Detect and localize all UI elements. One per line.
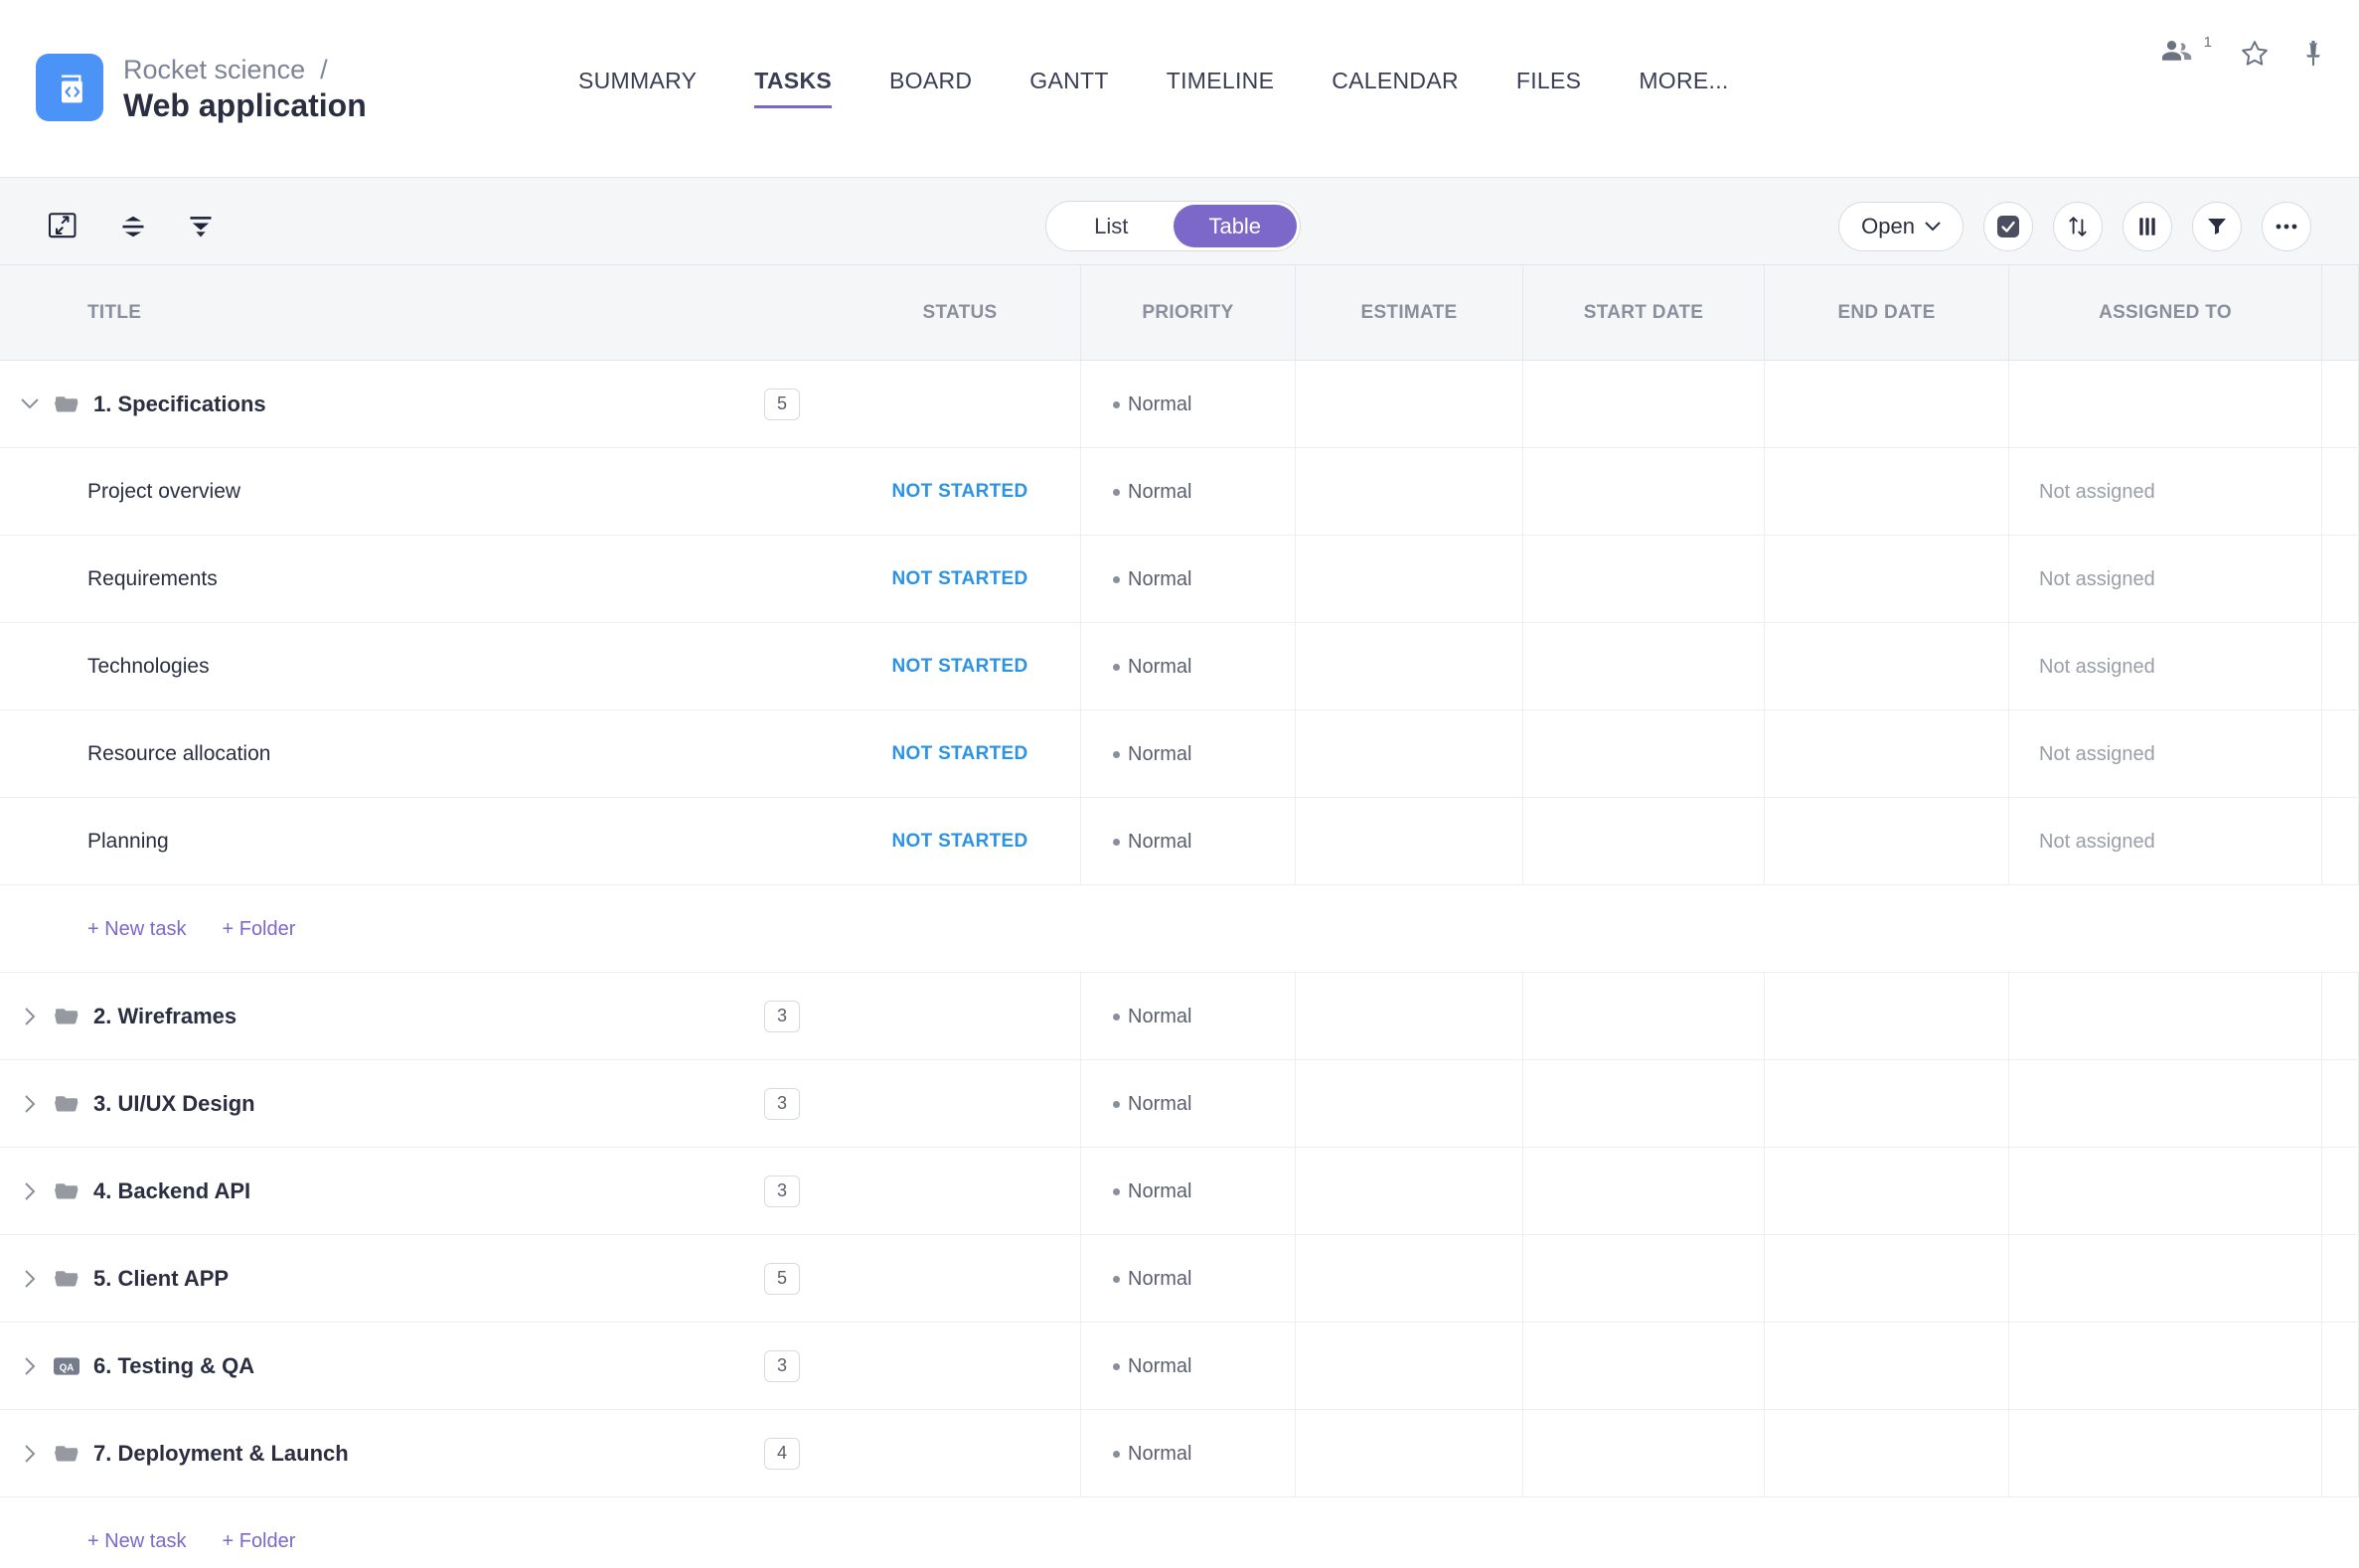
svg-text:QA: QA xyxy=(60,1362,75,1373)
